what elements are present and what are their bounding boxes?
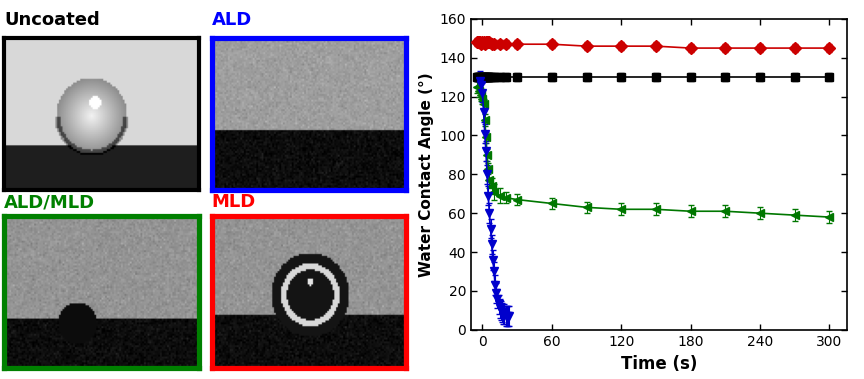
Text: ALD: ALD xyxy=(212,11,251,29)
Y-axis label: Water Contact Angle (°): Water Contact Angle (°) xyxy=(419,72,434,277)
X-axis label: Time (s): Time (s) xyxy=(620,355,697,373)
Text: ALD/MLD: ALD/MLD xyxy=(4,193,95,211)
Text: MLD: MLD xyxy=(212,193,256,211)
Text: Uncoated: Uncoated xyxy=(4,11,100,29)
